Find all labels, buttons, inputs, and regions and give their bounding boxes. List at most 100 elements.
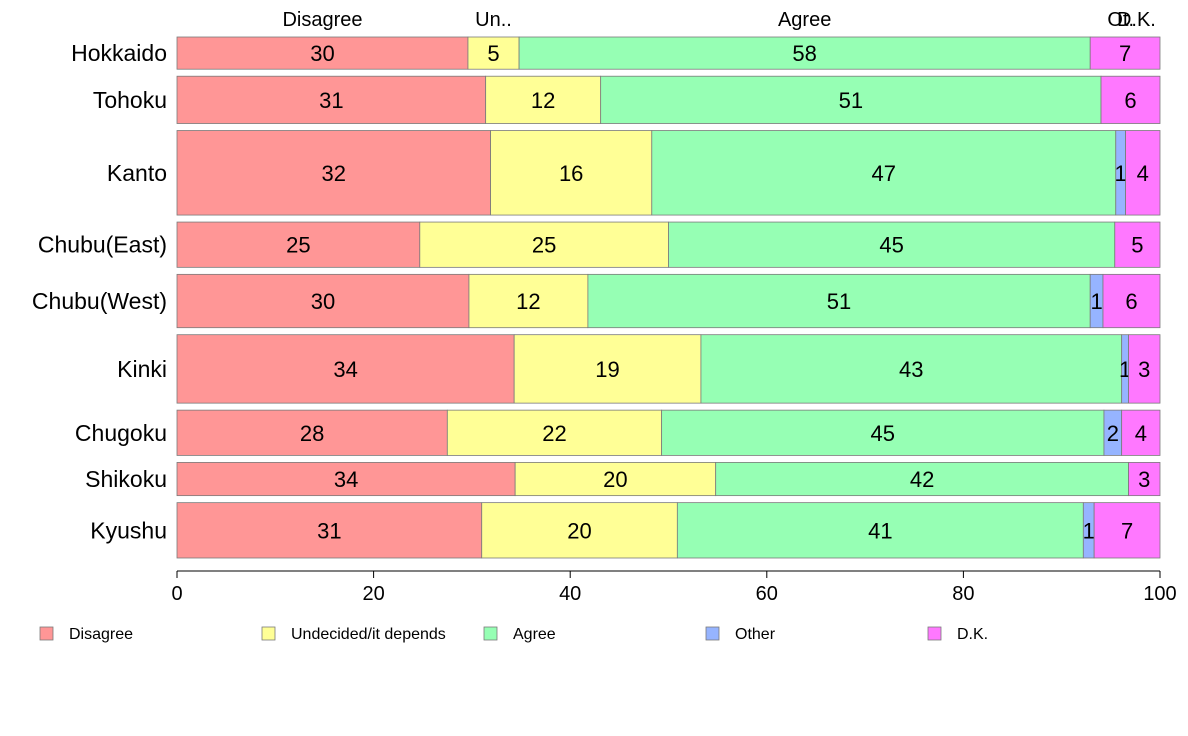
bar-segment-kinki-agree <box>700 334 1123 404</box>
x-tick-label-40: 40 <box>559 583 581 605</box>
data-label-chubu-west-d-k: 6 <box>1125 289 1137 314</box>
bar-segment-hokkaido-d-k <box>1089 36 1161 70</box>
data-label-hokkaido-d-k: 7 <box>1119 41 1131 66</box>
bar-segment-chubu-east-d-k <box>1114 221 1161 268</box>
data-label-chubu-east-d-k: 5 <box>1131 233 1143 258</box>
top-labels: Disagree Un.. Agree Ot.D.K. <box>282 9 1155 31</box>
x-tick-label-60: 60 <box>756 583 778 605</box>
data-label-shikoku-agree: 42 <box>910 467 934 492</box>
bar-segment-kyushu-undecided-it-depends <box>481 502 678 559</box>
top-label-d-k: D.K. <box>1117 9 1156 31</box>
top-label-ot: Ot. <box>1107 9 1134 31</box>
bar-segment-kanto-disagree <box>176 130 491 216</box>
bar-segment-chubu-east-undecided-it-depends <box>419 221 669 268</box>
legend-label-undecided-it-depends: Undecided/it depends <box>291 626 446 643</box>
legend-label-d-k: D.K. <box>957 626 988 643</box>
data-label-kanto-other: 1 <box>1115 161 1127 186</box>
data-label-shikoku-d-k: 3 <box>1138 467 1150 492</box>
bar-segment-chubu-west-disagree <box>176 273 470 329</box>
data-label-kyushu-disagree: 31 <box>317 518 341 543</box>
bars: 30 5 58 731 12 51 632 16 47 1 425 25 45 530 12 51 1 634 19… <box>176 36 1161 559</box>
bar-segment-kinki-disagree <box>176 334 515 404</box>
data-label-hokkaido-agree: 58 <box>792 41 816 66</box>
bar-segment-chubu-east-disagree <box>176 221 421 268</box>
legend-swatch-agree <box>483 626 498 641</box>
bar-segment-hokkaido-undecided-it-depends <box>467 36 520 70</box>
x-tick-label-100: 100 <box>1143 583 1176 605</box>
bar-segment-chugoku-d-k <box>1121 409 1161 456</box>
legend-swatch-other <box>705 626 720 641</box>
bar-segment-kanto-agree <box>651 130 1117 216</box>
legend: Disagree Undecided/it depends Agree Other D.… <box>39 626 988 643</box>
data-label-chubu-west-agree: 51 <box>827 289 851 314</box>
x-tick-label-0: 0 <box>171 583 182 605</box>
data-label-chugoku-disagree: 28 <box>300 421 324 446</box>
bar-segment-shikoku-undecided-it-depends <box>514 462 717 497</box>
data-label-kyushu-other: 1 <box>1083 518 1095 543</box>
data-label-kanto-undecided-it-depends: 16 <box>559 161 583 186</box>
bar-segment-chugoku-disagree <box>176 409 448 456</box>
category-label-chugoku: Chugoku <box>75 420 167 446</box>
data-label-hokkaido-disagree: 30 <box>310 41 334 66</box>
data-label-kinki-d-k: 3 <box>1138 357 1150 382</box>
data-label-tohoku-agree: 51 <box>839 88 863 113</box>
data-label-tohoku-undecided-it-depends: 12 <box>531 88 555 113</box>
bar-segment-kyushu-disagree <box>176 502 483 559</box>
x-tick-label-80: 80 <box>952 583 974 605</box>
data-label-chubu-west-other: 1 <box>1090 289 1102 314</box>
category-labels: Hokkaido Tohoku Kanto Chubu(East) Chubu(West… <box>32 40 167 543</box>
category-label-kinki: Kinki <box>117 356 167 382</box>
data-label-chugoku-undecided-it-depends: 22 <box>542 421 566 446</box>
bar-segment-chugoku-agree <box>661 409 1105 456</box>
data-label-kyushu-agree: 41 <box>868 518 892 543</box>
legend-swatch-d-k <box>927 626 942 641</box>
category-label-kyushu: Kyushu <box>90 517 167 543</box>
data-label-hokkaido-undecided-it-depends: 5 <box>487 41 499 66</box>
top-label-agree: Agree <box>778 9 831 31</box>
top-label-disagree: Disagree <box>282 9 362 31</box>
bar-segment-chubu-west-agree <box>587 273 1091 329</box>
data-label-chubu-east-agree: 45 <box>879 233 903 258</box>
data-label-kanto-d-k: 4 <box>1137 161 1149 186</box>
legend-label-agree: Agree <box>513 626 556 643</box>
legend-label-disagree: Disagree <box>69 626 133 643</box>
bar-segment-chugoku-undecided-it-depends <box>446 409 663 456</box>
bar-segment-kinki-undecided-it-depends <box>513 334 702 404</box>
bar-segment-kinki-d-k <box>1128 334 1161 404</box>
category-label-chubu-west: Chubu(West) <box>32 288 167 314</box>
category-label-hokkaido: Hokkaido <box>71 40 167 66</box>
category-label-shikoku: Shikoku <box>85 466 167 492</box>
data-label-chubu-west-undecided-it-depends: 12 <box>516 289 540 314</box>
bar-segment-shikoku-disagree <box>176 462 516 497</box>
bar-segment-kanto-undecided-it-depends <box>490 130 653 216</box>
data-label-chugoku-agree: 45 <box>871 421 895 446</box>
bar-segment-kyushu-agree <box>676 502 1084 559</box>
data-label-shikoku-disagree: 34 <box>334 467 358 492</box>
data-label-chugoku-d-k: 4 <box>1135 421 1147 446</box>
legend-label-other: Other <box>735 626 776 643</box>
data-label-tohoku-disagree: 31 <box>319 88 343 113</box>
data-label-chugoku-other: 2 <box>1107 421 1119 446</box>
bar-segment-chubu-west-d-k <box>1102 273 1161 329</box>
legend-swatch-undecided-it-depends <box>261 626 276 641</box>
data-label-kyushu-undecided-it-depends: 20 <box>567 518 591 543</box>
data-label-kanto-agree: 47 <box>872 161 896 186</box>
bar-segment-kanto-d-k <box>1125 130 1161 216</box>
data-label-kinki-undecided-it-depends: 19 <box>595 357 619 382</box>
data-label-shikoku-undecided-it-depends: 20 <box>603 467 627 492</box>
category-label-kanto: Kanto <box>107 160 167 186</box>
legend-swatch-disagree <box>39 626 54 641</box>
data-label-chubu-east-disagree: 25 <box>286 233 310 258</box>
bar-segment-tohoku-undecided-it-depends <box>485 75 602 124</box>
category-label-chubu-east: Chubu(East) <box>38 232 167 258</box>
bar-segment-tohoku-disagree <box>176 75 487 124</box>
data-label-chubu-east-undecided-it-depends: 25 <box>532 233 556 258</box>
bar-segment-chubu-east-agree <box>668 221 1116 268</box>
bar-segment-tohoku-agree <box>600 75 1102 124</box>
x-axis: 0 20 40 60 80 100 <box>171 570 1177 605</box>
bar-segment-kyushu-d-k <box>1093 502 1161 559</box>
data-label-kinki-disagree: 34 <box>333 357 357 382</box>
bar-segment-tohoku-d-k <box>1100 75 1161 124</box>
data-label-kyushu-d-k: 7 <box>1121 518 1133 543</box>
